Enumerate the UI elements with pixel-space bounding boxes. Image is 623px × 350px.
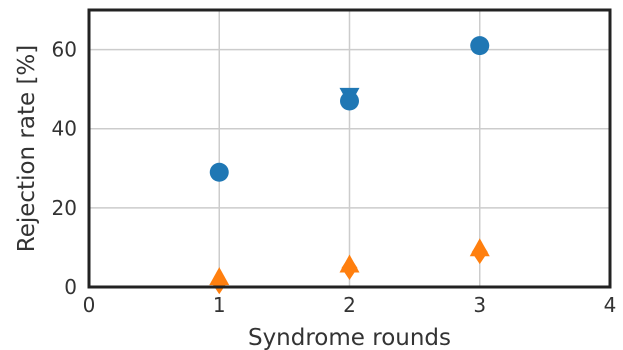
- y-axis-label: Rejection rate [%]: [14, 45, 40, 252]
- plot-frame: [87, 8, 612, 289]
- grid-lines: [89, 10, 610, 287]
- series-1-data-point: [211, 270, 228, 295]
- y-tick-label: 60: [52, 38, 77, 62]
- series-0-data-point: [209, 162, 229, 182]
- y-tick-label: 20: [52, 196, 77, 220]
- x-tick-label: 4: [604, 293, 617, 317]
- x-tick-label: 2: [343, 293, 356, 317]
- series-1-data-point: [341, 256, 358, 281]
- x-tick-label: 1: [213, 293, 226, 317]
- series-1-data-point: [471, 240, 488, 265]
- series-0-data-point: [340, 91, 359, 111]
- series-0-data-point: [470, 36, 490, 56]
- y-tick-label: 40: [52, 117, 77, 141]
- x-axis-label: Syndrome rounds: [248, 325, 451, 350]
- x-tick-label: 3: [473, 293, 486, 317]
- y-tick-label: 0: [64, 275, 77, 299]
- x-tick-label: 0: [83, 293, 96, 317]
